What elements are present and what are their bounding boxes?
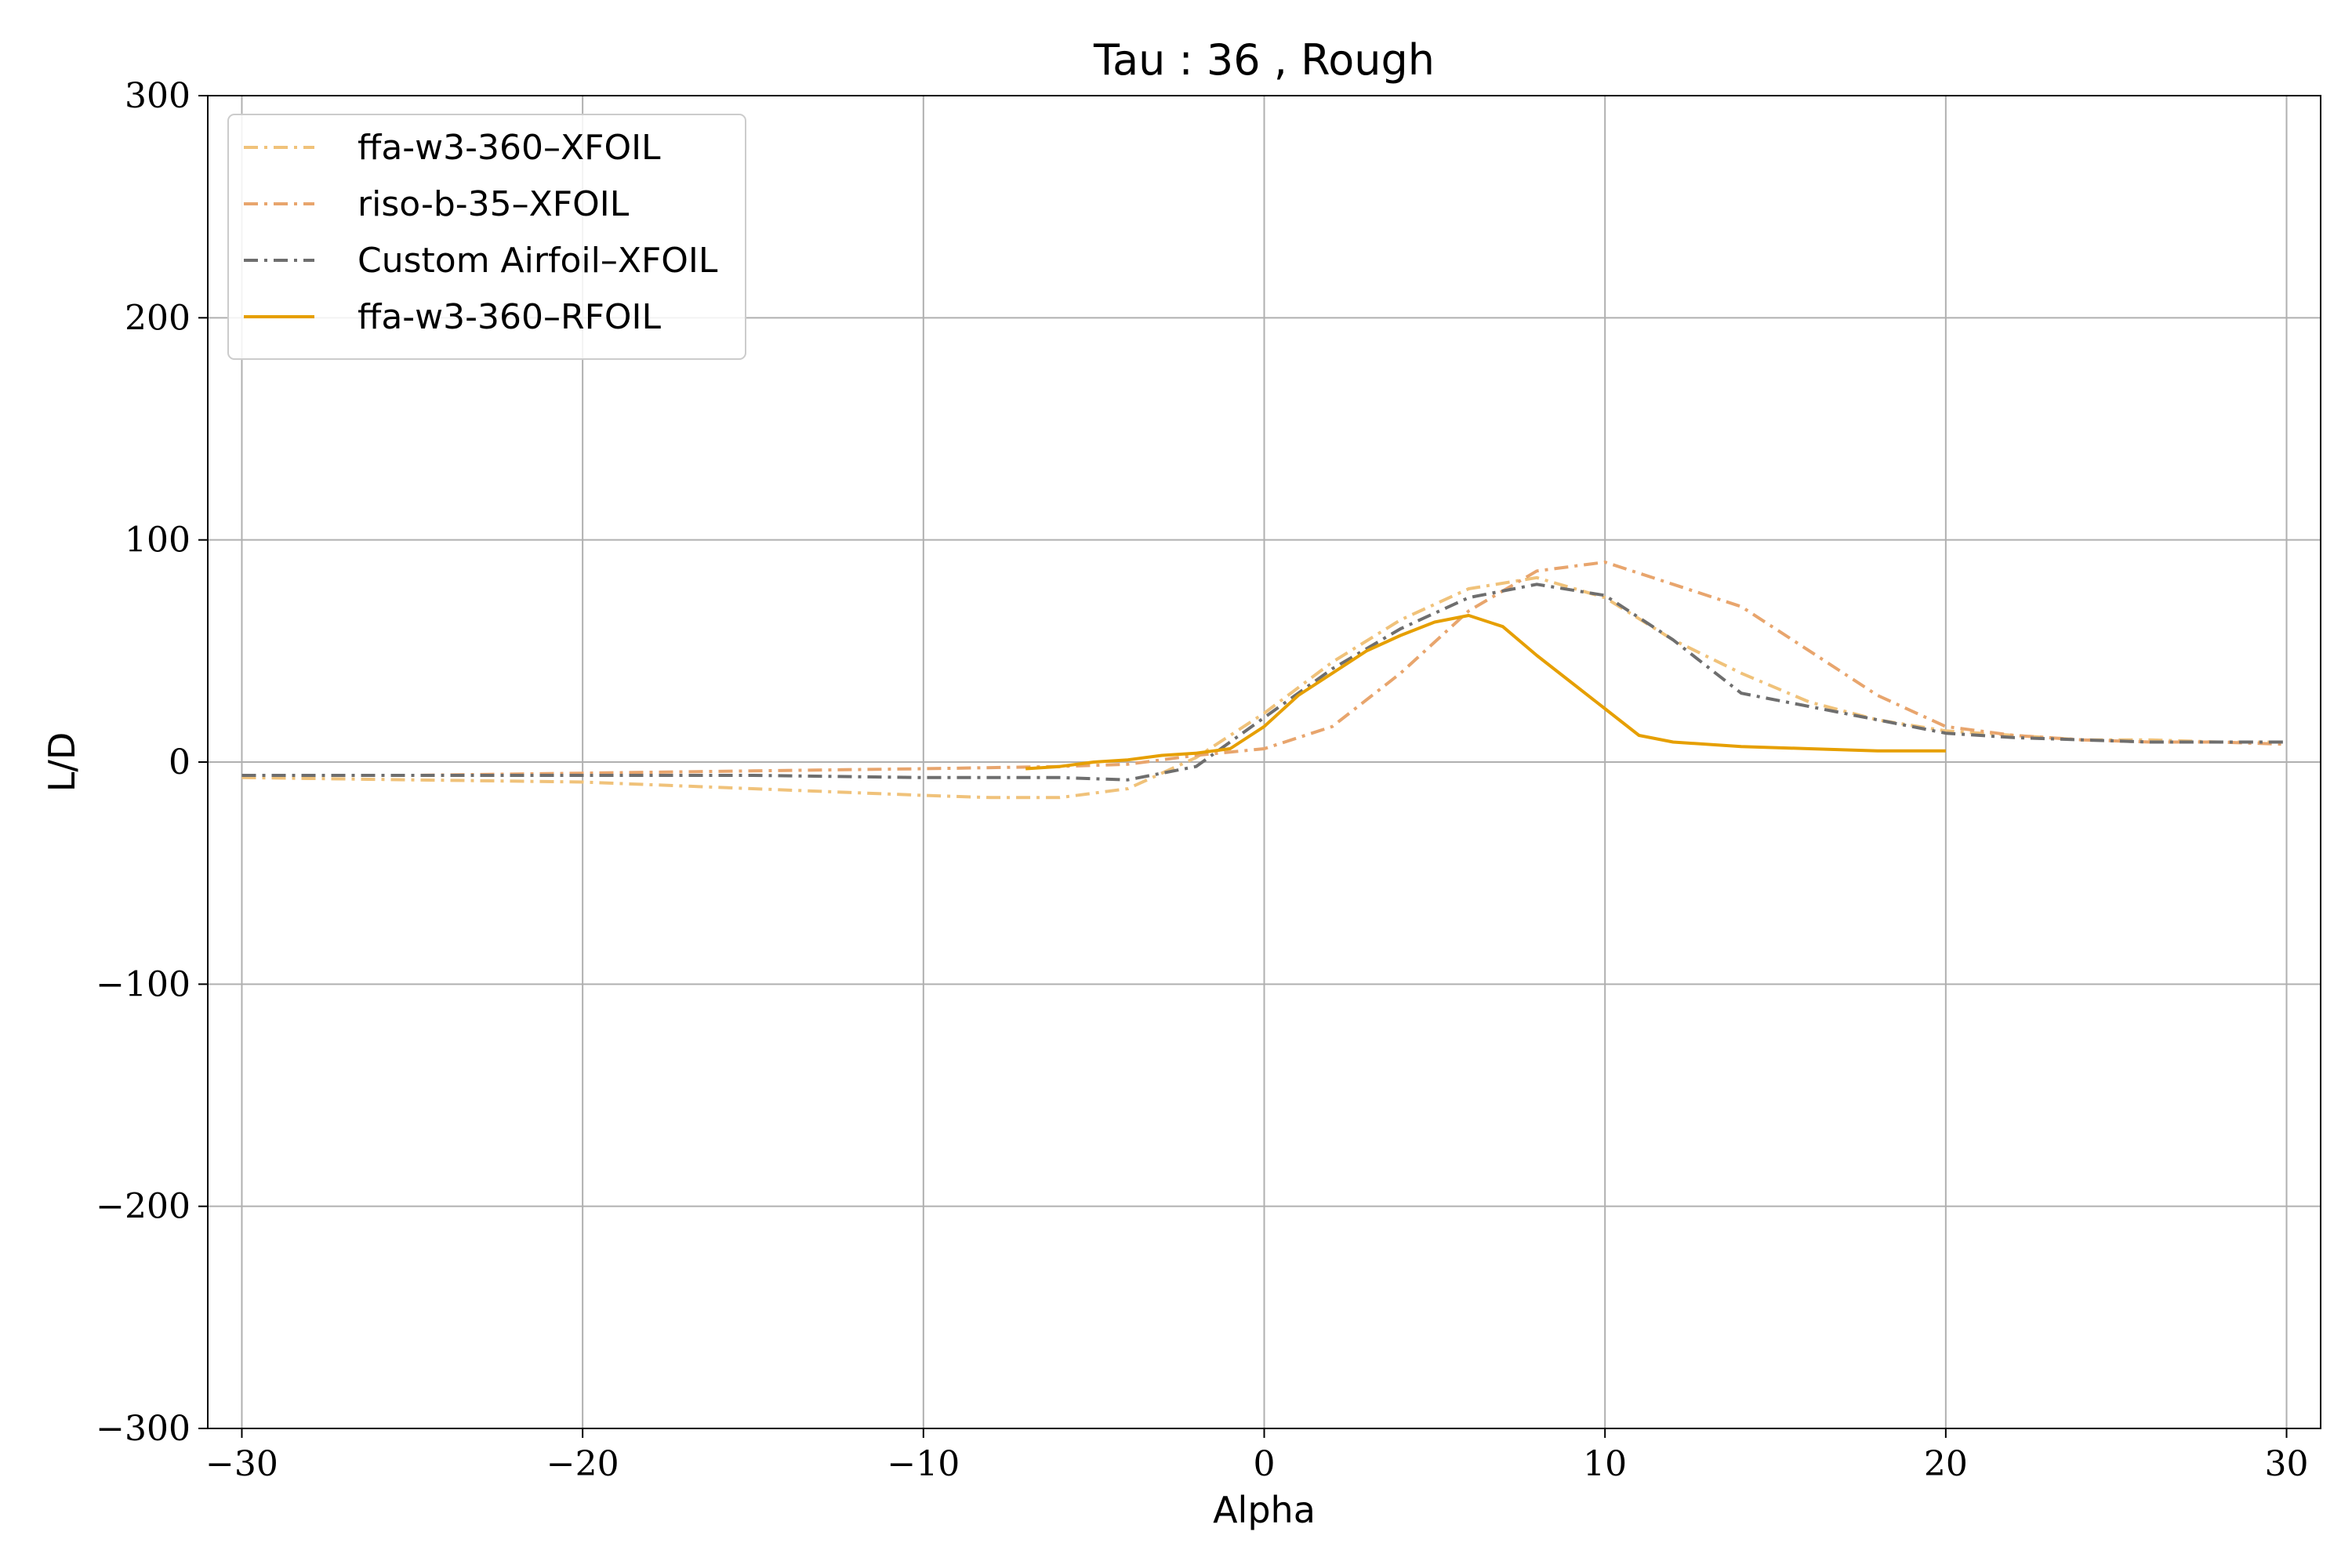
y-axis-label: L/D: [41, 732, 83, 793]
legend-label: riso-b-35–XFOIL: [358, 184, 630, 224]
y-tick-label: −200: [96, 1187, 191, 1227]
chart-title: Tau : 36 , Rough: [1093, 35, 1435, 85]
series-line: [241, 575, 2287, 800]
x-tick-label: 30: [2265, 1444, 2309, 1484]
y-tick-label: 0: [169, 742, 191, 782]
x-tick-label: −20: [546, 1444, 619, 1484]
y-tick-label: −100: [96, 964, 191, 1004]
y-tick-label: 300: [125, 76, 191, 116]
x-axis-label: Alpha: [1213, 1489, 1316, 1531]
y-tick-label: 200: [125, 298, 191, 338]
x-tick-label: 0: [1254, 1444, 1276, 1484]
x-tick-label: 20: [1924, 1444, 1968, 1484]
legend-box: [227, 114, 746, 360]
legend-label: Custom Airfoil–XFOIL: [358, 241, 718, 281]
x-tick-label: −30: [205, 1444, 278, 1484]
x-tick-label: 10: [1583, 1444, 1627, 1484]
series-lines: [241, 561, 2287, 800]
legend: ffa-w3-360–XFOIL riso-b-35–XFOIL Custom Ai…: [227, 114, 746, 360]
series-line: [1025, 614, 1946, 771]
legend-label: ffa-w3-360–XFOIL: [358, 128, 661, 168]
legend-label: ffa-w3-360–RFOIL: [358, 297, 661, 337]
x-tick-label: −10: [887, 1444, 960, 1484]
y-tick-label: −300: [96, 1409, 191, 1449]
y-tick-label: 100: [125, 521, 191, 561]
series-line: [241, 583, 2287, 782]
